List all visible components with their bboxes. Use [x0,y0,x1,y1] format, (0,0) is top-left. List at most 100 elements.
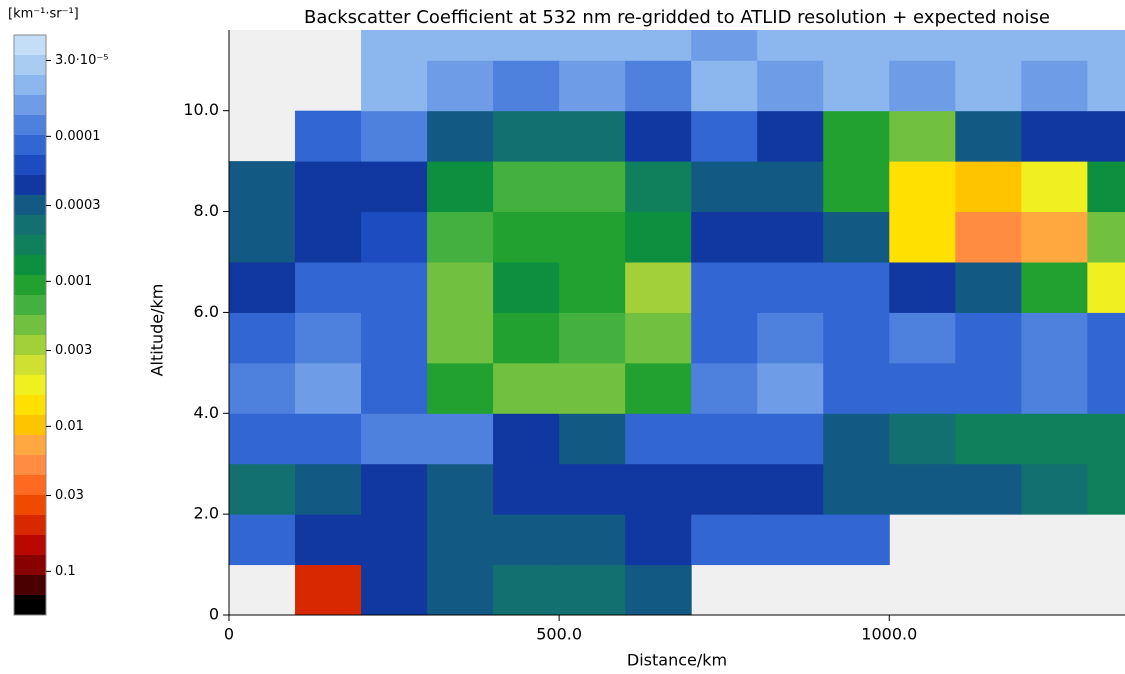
heatmap-cell [889,30,956,61]
heatmap-cell [229,261,296,313]
heatmap-cell [757,463,824,515]
y-tick-label: 6.0 [194,302,219,321]
heatmap-cell [559,312,626,364]
heatmap-cell [559,261,626,313]
y-tick-label: 4.0 [194,403,219,422]
heatmap-cell [559,413,626,465]
heatmap-cell [691,261,758,313]
heatmap-cell [625,312,692,364]
heatmap-cell [295,564,362,615]
heatmap-cell [757,30,824,61]
heatmap-cell [427,211,494,263]
heatmap-cell [295,413,362,465]
x-tick-label: 0 [224,625,234,644]
heatmap-cell [493,261,560,313]
heatmap-cell [229,413,296,465]
x-tick-label: 1000.0 [861,625,917,644]
heatmap-cell [361,312,428,364]
heatmap-cell [361,110,428,162]
colorbar-segment [14,215,46,236]
heatmap-cell [361,161,428,213]
heatmap-cell [625,261,692,313]
heatmap-cell [889,110,956,162]
heatmap-cell [955,110,1022,162]
heatmap-cell [823,413,890,465]
heatmap-cell [559,161,626,213]
heatmap-cell [955,161,1022,213]
x-axis-label: Distance/km [627,651,727,670]
heatmap-cell [361,261,428,313]
colorbar-segment [14,475,46,496]
heatmap-cell [1087,161,1125,213]
heatmap-cell [1087,463,1125,515]
heatmap-cell [1087,413,1125,465]
heatmap-cell [1021,30,1088,61]
heatmap-cell [625,211,692,263]
colorbar-label: [km⁻¹·sr⁻¹] [8,7,79,22]
y-tick-label: 8.0 [194,201,219,220]
colorbar-segment [14,175,46,196]
heatmap-cell [625,564,692,615]
heatmap-cell [691,362,758,414]
heatmap-cell [427,413,494,465]
heatmap-cell [493,514,560,566]
heatmap-cell [889,463,956,515]
colorbar-segment [14,595,46,616]
colorbar-tick-label: 0.0001 [55,129,101,144]
heatmap-cell [493,60,560,112]
heatmap-cell [427,514,494,566]
heatmap-cell [427,312,494,364]
heatmap-cell [1087,261,1125,313]
y-tick-label: 2.0 [194,504,219,523]
heatmap-cell [361,564,428,615]
heatmap-cell [823,514,890,566]
heatmap-cell [625,30,692,61]
heatmap-cell [823,161,890,213]
heatmap-cell [361,30,428,61]
heatmap-cell [295,110,362,162]
heatmap-cell [625,60,692,112]
heatmap-cell [625,161,692,213]
colorbar-tick-label: 3.0·10⁻⁵ [55,53,108,68]
heatmap-cell [889,413,956,465]
heatmap-cell [823,30,890,61]
heatmap-cell [493,564,560,615]
colorbar-segment [14,515,46,536]
heatmap-cell [427,362,494,414]
heatmap-cell [295,161,362,213]
heatmap-cell [1087,60,1125,112]
heatmap-cell [757,60,824,112]
heatmap-cell [823,110,890,162]
heatmap-cell [691,463,758,515]
heatmap-cell [295,362,362,414]
heatmap-cell [559,60,626,112]
heatmap-cell [427,564,494,615]
heatmap-cell [1021,161,1088,213]
colorbar-tick-label: 0.0003 [55,198,101,213]
heatmap-cell [625,110,692,162]
heatmap-cell [889,261,956,313]
heatmap [229,30,1125,615]
colorbar-segment [14,355,46,376]
heatmap-cell [493,312,560,364]
heatmap-cell [757,261,824,313]
colorbar-segment [14,435,46,456]
heatmap-cell [229,463,296,515]
heatmap-cell [691,211,758,263]
heatmap-cell [691,60,758,112]
heatmap-cell [361,211,428,263]
heatmap-cell [559,362,626,414]
heatmap-cell [559,110,626,162]
colorbar-segment [14,255,46,276]
colorbar-segment [14,35,46,56]
heatmap-cell [1087,30,1125,61]
heatmap-cell [955,211,1022,263]
heatmap-cell [625,362,692,414]
colorbar-segment [14,555,46,576]
heatmap-cell [823,362,890,414]
colorbar-segment [14,195,46,216]
heatmap-cell [559,30,626,61]
colorbar-segment [14,155,46,176]
colorbar-segment [14,115,46,136]
